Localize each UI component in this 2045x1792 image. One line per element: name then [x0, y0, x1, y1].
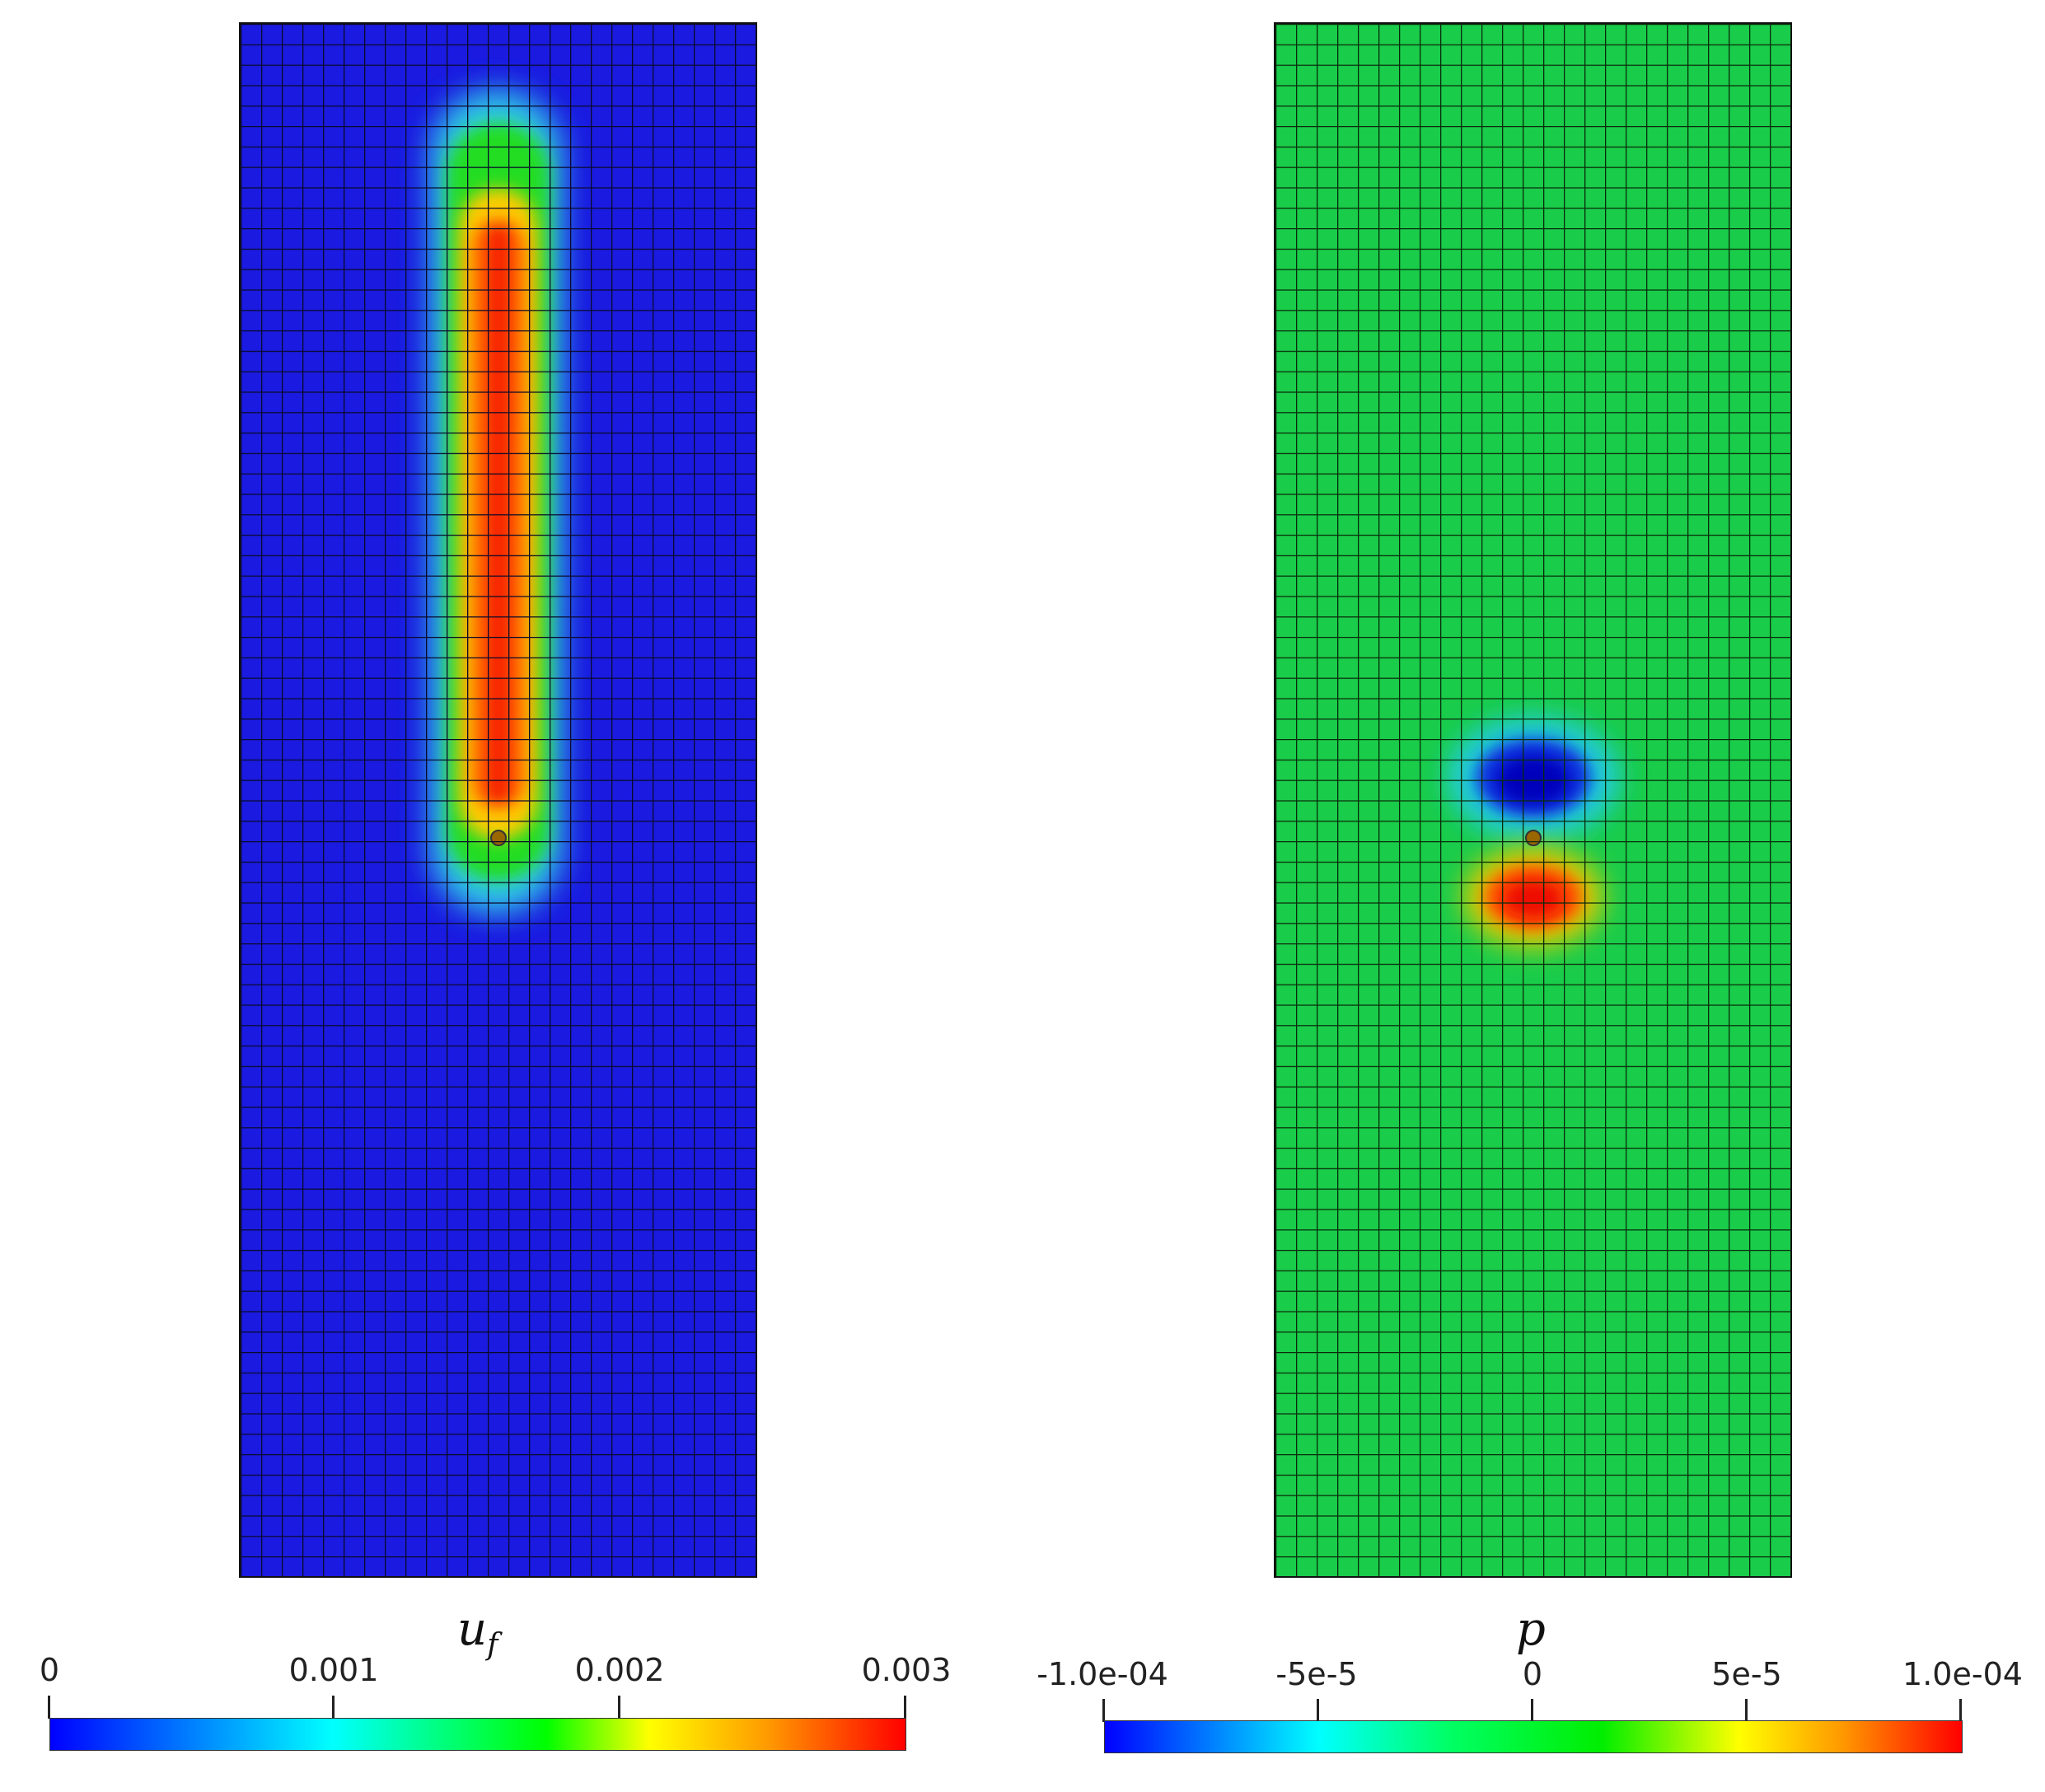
p-tick-label-0: -1.0e-04	[1037, 1656, 1168, 1692]
uf-colorbar-gradient	[49, 1718, 906, 1751]
uf-field-plot	[239, 22, 757, 1578]
uf-tick-3	[904, 1696, 906, 1719]
uf-title-sub: f	[487, 1628, 498, 1663]
p-tick-label-1: -5e-5	[1275, 1656, 1358, 1692]
uf-title-main: u	[457, 1603, 488, 1656]
p-tick-3	[1745, 1699, 1748, 1722]
uf-tick-label-1: 0.001	[288, 1652, 379, 1688]
p-tick-0	[1102, 1699, 1105, 1722]
uf-tick-label-2: 0.002	[574, 1652, 665, 1688]
p-colorbar-gradient	[1104, 1720, 1963, 1753]
uf-field-svg	[241, 24, 756, 1576]
uf-colorbar-title: uf	[457, 1603, 498, 1662]
p-colorbar-title: p	[1516, 1603, 1546, 1656]
uf-tick-label-3: 0.003	[861, 1652, 952, 1688]
p-title-main: p	[1516, 1603, 1546, 1656]
p-tick-4	[1959, 1699, 1962, 1722]
p-field-svg	[1275, 24, 1790, 1576]
uf-tick-2	[618, 1696, 620, 1719]
uf-tick-label-0: 0	[39, 1652, 60, 1688]
p-field-plot	[1274, 22, 1792, 1578]
p-mesh-grid	[1275, 24, 1790, 1576]
uf-tick-0	[48, 1696, 50, 1719]
uf-mesh-grid	[241, 24, 756, 1576]
p-tick-label-3: 5e-5	[1711, 1656, 1782, 1692]
p-tick-label-2: 0	[1522, 1656, 1543, 1692]
p-tick-label-4: 1.0e-04	[1902, 1656, 2023, 1692]
uf-tick-1	[332, 1696, 335, 1719]
p-tick-2	[1531, 1699, 1533, 1722]
p-tick-1	[1317, 1699, 1319, 1722]
